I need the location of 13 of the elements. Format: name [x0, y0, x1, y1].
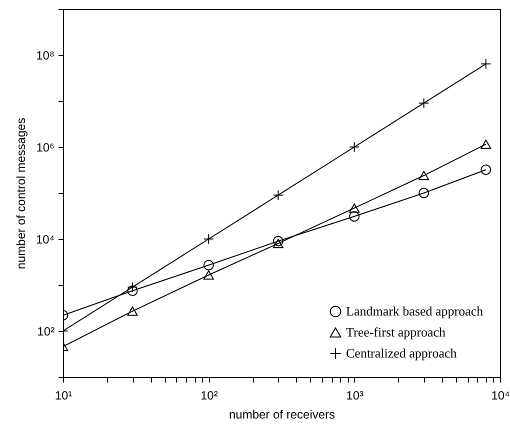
- y-tick-label: 10²: [37, 324, 55, 338]
- y-tick-label: 10⁴: [36, 232, 54, 246]
- legend-label: Tree-first approach: [346, 324, 446, 340]
- x-tick-label: 10⁴: [491, 388, 510, 402]
- x-tick-label: 10²: [200, 388, 218, 402]
- y-axis-title: number of control messages: [14, 118, 28, 270]
- y-tick-label: 10⁸: [36, 48, 54, 62]
- legend-label: Landmark based approach: [346, 304, 484, 318]
- x-tick-label: 10³: [346, 388, 364, 402]
- x-axis-title: number of receivers: [228, 408, 336, 422]
- legend-label: Centralized approach: [346, 346, 458, 360]
- y-tick-label: 10⁶: [36, 140, 55, 154]
- x-tick-label: 10¹: [54, 388, 72, 402]
